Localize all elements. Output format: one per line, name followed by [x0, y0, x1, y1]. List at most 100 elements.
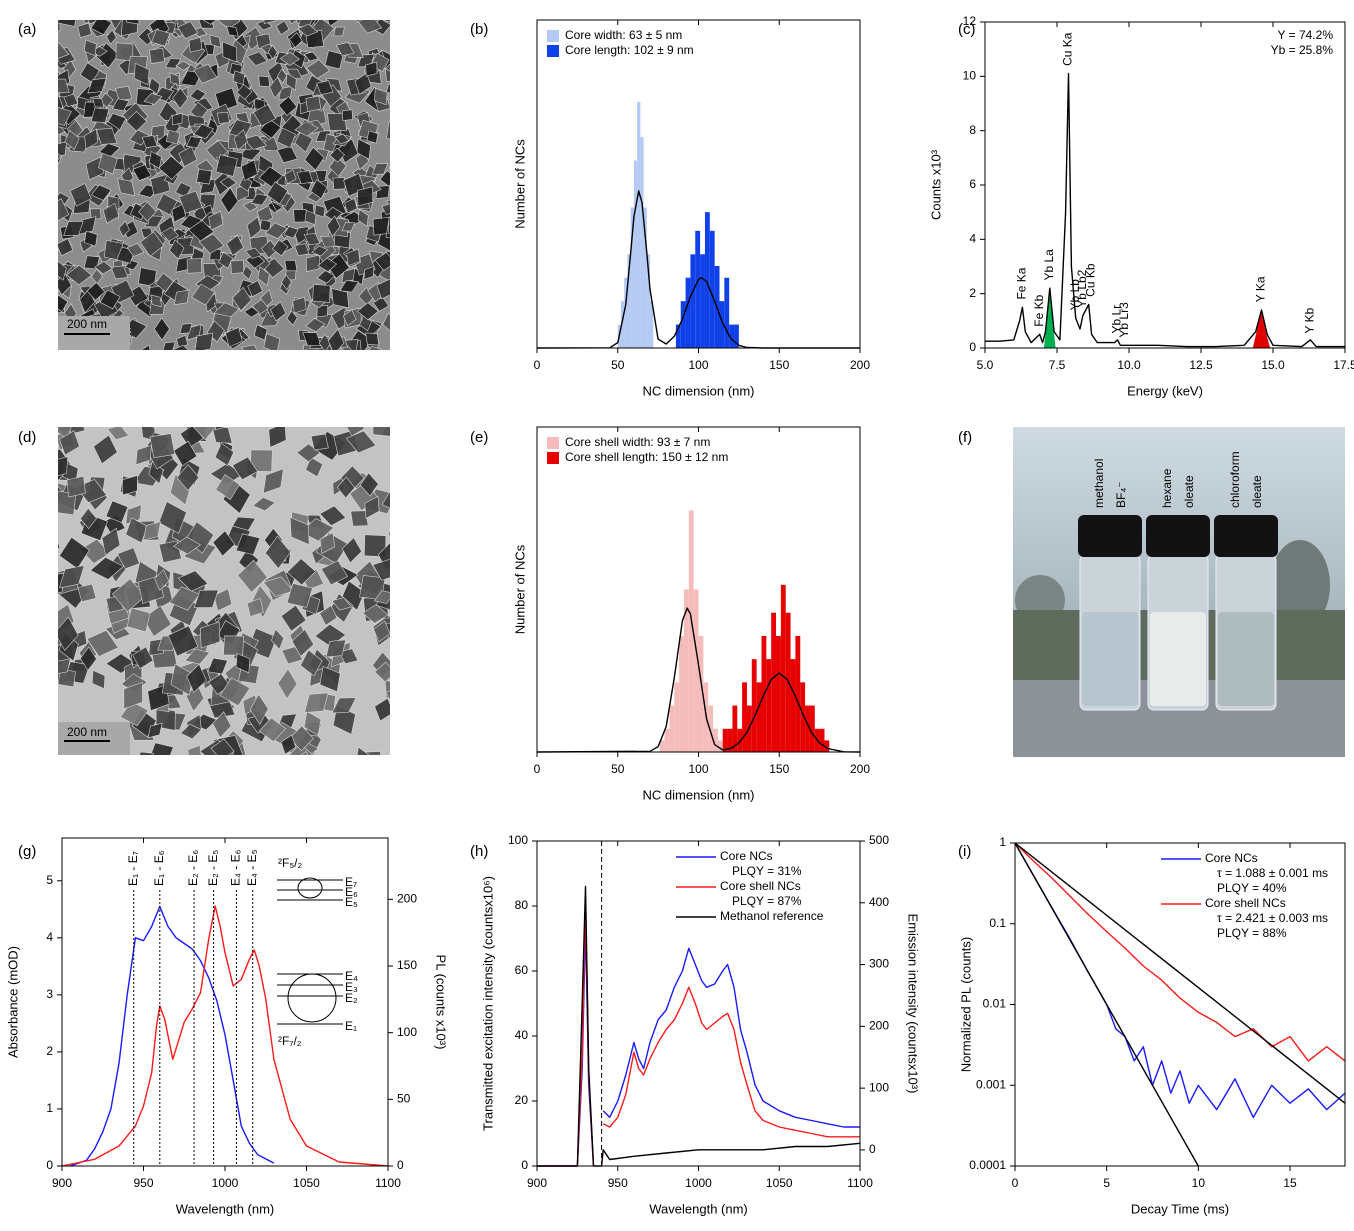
particle [365, 61, 378, 77]
particle [289, 20, 298, 25]
particle [212, 711, 232, 739]
particle [90, 107, 110, 124]
particle [149, 433, 176, 459]
particle [319, 505, 347, 527]
particle [77, 22, 92, 39]
legend-swatch [547, 45, 559, 57]
bar [734, 324, 739, 348]
plot-frame [61, 837, 389, 1167]
particle [153, 317, 170, 341]
y-tick-label: 60 [515, 963, 529, 977]
particle [305, 317, 326, 333]
level-label: E₃ [345, 980, 358, 994]
y2-tick-label: 0 [397, 1158, 404, 1172]
x-tick-label: 950 [133, 1176, 153, 1190]
particle [268, 427, 287, 448]
particle [279, 51, 301, 66]
particle [252, 103, 277, 127]
particle [231, 286, 252, 312]
particle [385, 83, 390, 94]
y2-tick-label: 500 [869, 833, 889, 847]
vial-solvent: hexane [1160, 468, 1174, 508]
particle [184, 648, 211, 665]
particle [241, 344, 257, 350]
particle [389, 349, 390, 350]
particle [292, 296, 307, 314]
particle [186, 257, 203, 274]
particle [311, 245, 329, 257]
bar [732, 705, 738, 752]
particle [169, 473, 192, 506]
particle [173, 536, 202, 555]
y-axis-label: Number of NCs [512, 544, 527, 634]
particle [165, 129, 181, 145]
vial-cap [1078, 515, 1142, 557]
bar [795, 635, 801, 752]
line [537, 924, 860, 1167]
chart: (b) 0 50 100 150 200 NC dimension (nm) Number o… [470, 19, 870, 398]
particle [277, 668, 298, 700]
particle [304, 349, 309, 350]
y-tick-label: 0 [521, 1158, 528, 1172]
chart: (c) 5.0 7.5 10.0 12.5 15.0 17.5 0 2 4 6 8 10 12 Energy… [928, 14, 1354, 398]
level-label: E₇ [345, 875, 357, 889]
bar [709, 230, 715, 348]
particle [262, 576, 295, 597]
particle [150, 742, 174, 755]
line [536, 190, 860, 349]
particle [58, 106, 72, 126]
particle [343, 211, 365, 226]
particle [305, 95, 322, 112]
particle [374, 87, 388, 106]
particle [226, 25, 239, 37]
particle [214, 442, 235, 467]
bar [646, 254, 651, 348]
particle [176, 334, 188, 349]
particle [193, 63, 218, 84]
y2-tick-label: 200 [869, 1019, 889, 1033]
particle [342, 309, 357, 327]
particle [246, 51, 268, 67]
vial-ligand: oleate [1250, 475, 1264, 508]
x-tick-label: 10.0 [1117, 358, 1141, 372]
particle [258, 75, 270, 88]
particle [106, 427, 130, 440]
particle [372, 558, 390, 581]
particle [179, 214, 203, 231]
bar [640, 137, 644, 348]
particle [319, 665, 341, 693]
particle [388, 752, 407, 767]
particle [325, 639, 347, 658]
particle [363, 534, 387, 558]
particle [194, 332, 214, 350]
particle [154, 569, 170, 591]
transition-label: E₁ - E₇ [126, 851, 140, 886]
bar [805, 705, 810, 752]
term-label: ²F₇/₂ [278, 1034, 302, 1048]
y-tick-label: 10 [963, 69, 977, 83]
y-tick-label: 4 [46, 930, 53, 944]
particle [257, 266, 270, 287]
particle [111, 347, 117, 350]
particle [148, 77, 161, 95]
particle [336, 476, 356, 499]
particle [192, 427, 217, 441]
particle [158, 501, 187, 534]
bar [690, 254, 696, 348]
y-tick-label: 0 [969, 340, 976, 354]
vial-cap [1146, 515, 1210, 557]
particle [384, 63, 390, 72]
particle [391, 243, 405, 259]
bar [717, 740, 723, 752]
particle [158, 155, 185, 180]
particle [172, 87, 189, 110]
particle [286, 583, 313, 608]
particle [213, 588, 233, 612]
particle [286, 558, 317, 586]
particle [334, 133, 350, 145]
particle [99, 289, 121, 310]
chart: (h)900 950 1000 1050 11000204060801000100200… [470, 833, 921, 1216]
particle [58, 78, 70, 94]
particle [215, 154, 238, 177]
y2-axis-label: PL (counts x10³) [434, 955, 449, 1050]
